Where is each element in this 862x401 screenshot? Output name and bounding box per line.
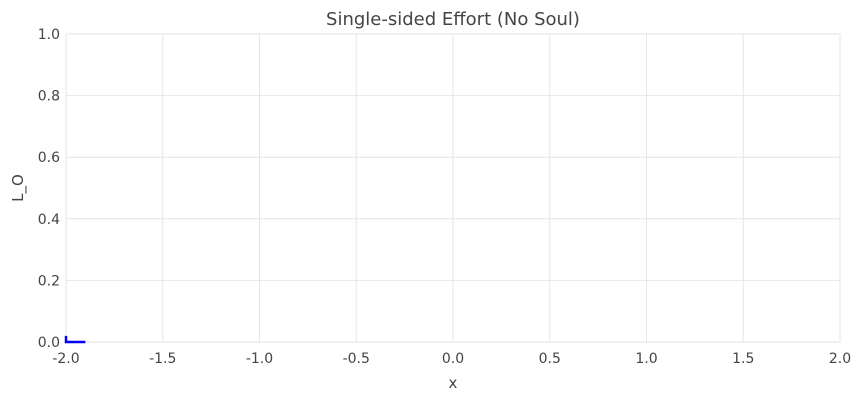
series-line-0 <box>64 335 86 344</box>
y-tick-label: 0.2 <box>38 273 60 289</box>
x-tick-label: 1.0 <box>635 351 657 367</box>
x-tick-label: -1.5 <box>149 351 176 367</box>
series-layer <box>64 335 86 344</box>
y-tick-label: 0.0 <box>38 335 60 351</box>
grid <box>65 33 841 343</box>
y-tick-label: 0.6 <box>38 150 60 166</box>
x-tick-label: -2.0 <box>52 351 79 367</box>
tick-labels: -2.0 -1.5 -1.0 -0.5 0.0 0.5 1.0 1.5 2.0 0.0 0.2 0.4… <box>38 27 851 367</box>
y-tick-label: 0.8 <box>38 89 60 105</box>
x-tick-label: -0.5 <box>343 351 370 367</box>
y-axis-label: L_O <box>9 174 28 202</box>
x-tick-label: 0.0 <box>442 351 464 367</box>
chart-title: Single-sided Effort (No Soul) <box>326 9 580 30</box>
x-tick-label: 0.5 <box>539 351 561 367</box>
x-tick-label: 1.5 <box>732 351 754 367</box>
x-axis-label: x <box>449 374 458 392</box>
x-tick-label: -1.0 <box>246 351 273 367</box>
y-tick-label: 0.4 <box>38 212 60 228</box>
x-tick-label: 2.0 <box>829 351 851 367</box>
y-tick-label: 1.0 <box>38 27 60 43</box>
